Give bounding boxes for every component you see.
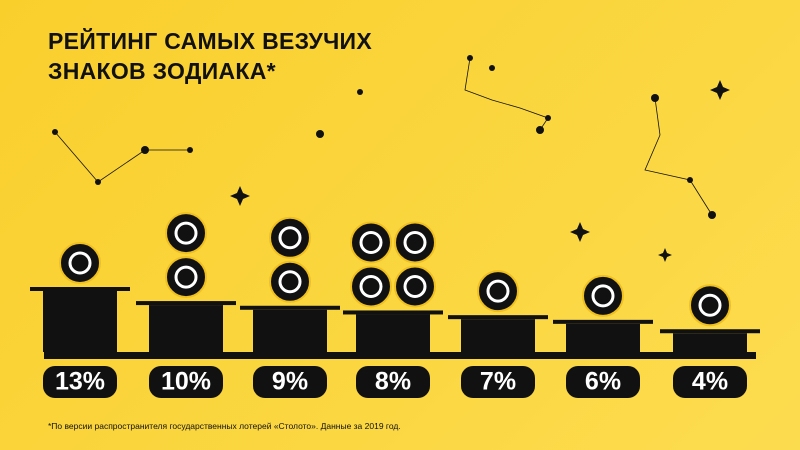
sign-icon [269, 260, 311, 303]
value-label: 10% [161, 368, 211, 396]
sign-icon [582, 274, 624, 317]
sign-icon-glyph [591, 284, 615, 308]
bar [43, 291, 117, 352]
sign-icon [59, 242, 101, 284]
sign-icon [394, 265, 436, 308]
sign-icon-glyph [359, 274, 383, 298]
bar [356, 314, 430, 352]
value-pill [253, 366, 327, 398]
value-label: 8% [375, 368, 411, 396]
baseline [44, 352, 756, 359]
sign-icon [165, 256, 207, 299]
value-pill [43, 366, 117, 398]
value-pill [461, 366, 535, 398]
sign-icon-glyph [68, 251, 92, 275]
bar [673, 333, 747, 352]
sign-icon [165, 212, 207, 255]
value-label: 4% [692, 368, 728, 396]
value-pill [149, 366, 223, 398]
bar-cap [240, 305, 340, 310]
sign-icon-glyph [278, 270, 302, 294]
bar [461, 319, 535, 352]
value-pill [673, 366, 747, 398]
stars [52, 55, 730, 262]
sign-icon [689, 284, 731, 327]
sign-icon-glyph [359, 230, 383, 254]
bar-cap [553, 319, 653, 324]
sign-icon [269, 216, 311, 259]
bar [566, 323, 640, 352]
value-label: 9% [272, 368, 308, 396]
sign-icon [394, 221, 436, 264]
sign-icon-glyph [174, 265, 198, 289]
bar-cap [448, 315, 548, 320]
sign-icon-glyph [278, 226, 302, 250]
value-pill [566, 366, 640, 398]
bar [253, 309, 327, 352]
sign-icon [477, 270, 519, 313]
sign-icon-glyph [403, 230, 427, 254]
sign-icon [350, 265, 392, 308]
value-pill [356, 366, 430, 398]
bar-cap [136, 301, 236, 306]
bar-cap [343, 310, 443, 315]
sign-icon-glyph [486, 279, 510, 303]
bar-cap [660, 329, 760, 334]
value-label: 6% [585, 368, 621, 396]
sign-icon-glyph [174, 221, 198, 245]
value-label: 13% [55, 368, 105, 396]
bar [149, 305, 223, 352]
sign-icon [350, 221, 392, 264]
footnote: *По версии распространителя государствен… [48, 421, 401, 431]
chart-title: РЕЙТИНГ САМЫХ ВЕЗУЧИХ ЗНАКОВ ЗОДИАКА* [48, 28, 373, 84]
bar-cap [30, 287, 130, 291]
value-label: 7% [480, 368, 516, 396]
sign-icon-glyph [698, 293, 722, 317]
sign-icon-glyph [403, 274, 427, 298]
